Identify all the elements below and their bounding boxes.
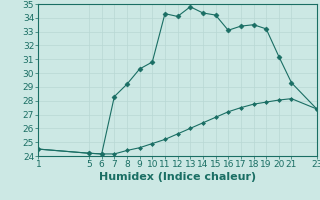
X-axis label: Humidex (Indice chaleur): Humidex (Indice chaleur)	[99, 172, 256, 182]
